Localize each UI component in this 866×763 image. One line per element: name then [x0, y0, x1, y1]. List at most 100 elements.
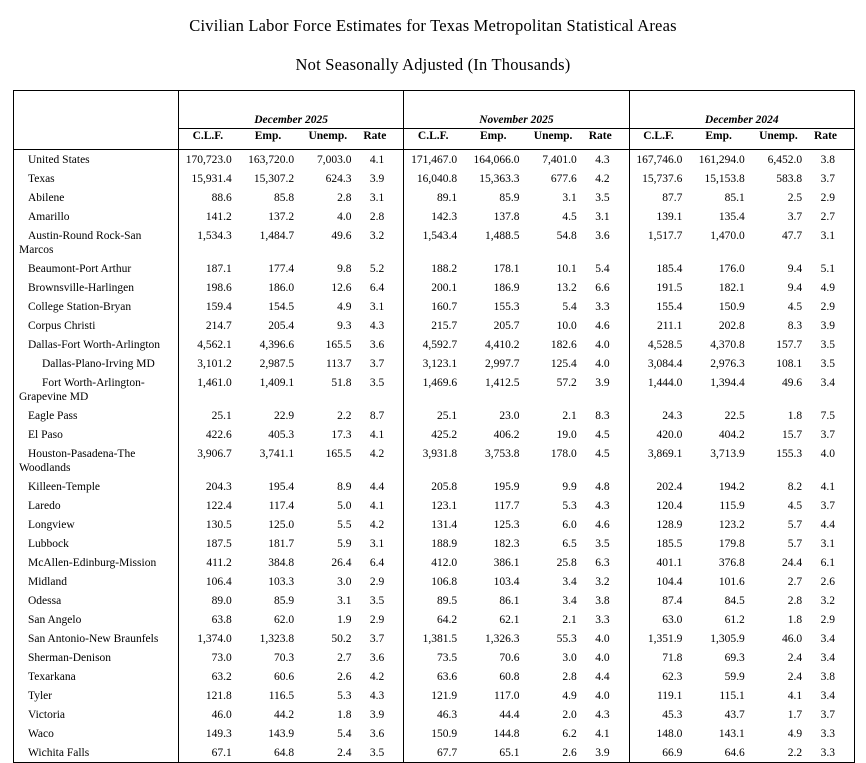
header-row-months: December 2025 November 2025 December 202…: [13, 90, 855, 150]
clf-cell: 46.0: [177, 705, 237, 724]
rate-cell: 6.3: [595, 556, 610, 569]
clf-cell: 1,351.9: [628, 629, 688, 648]
clf-cell: 131.4: [403, 515, 463, 534]
unemp-cell: 19.0: [556, 428, 577, 441]
unemp-cell: 2.8: [562, 670, 577, 683]
unemp-cell: 3.0: [562, 651, 577, 664]
emp-cell: 386.1: [493, 556, 520, 569]
unemp-cell: 113.7: [326, 357, 352, 370]
rate-cell: 3.9: [369, 172, 385, 185]
unemp-cell: 6.2: [562, 727, 577, 740]
emp-cell: 205.7: [493, 319, 520, 332]
emp-cell: 135.4: [718, 210, 745, 223]
unemp-cell: 10.1: [556, 262, 577, 275]
clf-cell: 106.8: [403, 572, 463, 591]
unemp-cell: 5.7: [787, 537, 803, 550]
unemp-cell: 624.3: [325, 172, 352, 185]
unemp-cell: 155.3: [776, 447, 803, 460]
rate-cell: 2.7: [820, 210, 835, 223]
unemp-cell: 4.9: [562, 689, 577, 702]
rate-cell: 5.2: [369, 262, 385, 275]
unemp-cell: 1.8: [787, 409, 803, 422]
clf-cell: 188.2: [403, 259, 463, 278]
clf-cell: 64.2: [403, 610, 463, 629]
clf-cell: 211.1: [628, 316, 688, 335]
rate-cell: 8.3: [595, 409, 610, 422]
rate-cell: 3.7: [369, 632, 385, 645]
table-row: Eagle Pass 25.1 22.9 2.2 8.7 25.1 23.0 2…: [14, 406, 855, 425]
emp-cell: 3,713.9: [710, 447, 745, 460]
area-name-cell: Wichita Falls: [28, 746, 90, 759]
emp-cell: 70.3: [274, 651, 295, 664]
clf-cell: 202.4: [628, 477, 688, 496]
rate-cell: 4.3: [595, 499, 610, 512]
clf-cell: 4,528.5: [628, 335, 688, 354]
clf-cell: 130.5: [177, 515, 237, 534]
clf-cell: 24.3: [628, 406, 688, 425]
emp-cell: 117.7: [494, 499, 520, 512]
clf-cell: 187.5: [177, 534, 237, 553]
rate-cell: 3.1: [595, 210, 610, 223]
unemp-cell: 6.0: [562, 518, 577, 531]
clf-cell: 148.0: [628, 724, 688, 743]
unemp-cell: 9.4: [787, 281, 803, 294]
emp-cell: 84.5: [724, 594, 745, 607]
unemp-cell: 677.6: [550, 172, 577, 185]
unemp-cell: 26.4: [331, 556, 352, 569]
rate-cell: 4.3: [595, 153, 610, 166]
area-name-cell: Odessa: [28, 594, 62, 607]
clf-cell: 425.2: [403, 425, 463, 444]
month-group-header-nov-2025: November 2025: [403, 90, 630, 129]
area-name-cell: Austin-Round Rock-San Marcos: [19, 229, 142, 256]
emp-cell: 117.4: [268, 499, 295, 512]
clf-cell: 411.2: [177, 553, 237, 572]
rate-cell: 4.4: [369, 480, 385, 493]
unemp-cell: 7,003.0: [316, 153, 352, 166]
unemp-cell: 57.2: [556, 376, 577, 389]
header-row-columns: C.L.F. Emp. Unemp. Rate C.L.F. Emp. Unem…: [14, 128, 855, 150]
rate-cell: 3.6: [369, 651, 385, 664]
area-name-cell: Longview: [28, 518, 75, 531]
rate-cell: 3.1: [369, 191, 385, 204]
rate-cell: 4.1: [820, 480, 835, 493]
emp-cell: 15,307.2: [253, 172, 295, 185]
column-header-emp: Emp.: [236, 128, 300, 150]
table-row: Texas 15,931.4 15,307.2 624.3 3.9 16,040…: [14, 169, 855, 188]
clf-cell: 46.3: [403, 705, 463, 724]
emp-cell: 1,470.0: [710, 229, 745, 242]
area-name-cell: College Station-Bryan: [28, 300, 132, 313]
rate-cell: 3.4: [820, 689, 835, 702]
unemp-cell: 8.3: [787, 319, 803, 332]
clf-cell: 1,534.3: [177, 226, 237, 259]
unemp-cell: 157.7: [776, 338, 803, 351]
rate-cell: 6.4: [369, 556, 385, 569]
emp-cell: 143.9: [268, 727, 295, 740]
emp-cell: 115.9: [719, 499, 745, 512]
clf-cell: 121.8: [177, 686, 237, 705]
clf-cell: 67.7: [403, 743, 463, 763]
clf-cell: 171,467.0: [403, 149, 463, 169]
rate-cell: 3.6: [369, 727, 385, 740]
rate-cell: 2.9: [820, 300, 835, 313]
emp-cell: 44.4: [499, 708, 520, 721]
unemp-cell: 2.6: [337, 670, 352, 683]
table-row: Abilene 88.6 85.8 2.8 3.1 89.1 85.9 3.1 …: [14, 188, 855, 207]
unemp-cell: 9.9: [562, 480, 577, 493]
emp-cell: 115.1: [719, 689, 745, 702]
emp-cell: 3,753.8: [484, 447, 520, 460]
unemp-cell: 4.5: [562, 210, 577, 223]
unemp-cell: 6,452.0: [767, 153, 803, 166]
emp-cell: 2,976.3: [710, 357, 745, 370]
emp-cell: 178.1: [493, 262, 520, 275]
column-header-rate: Rate: [581, 128, 630, 150]
emp-cell: 85.8: [274, 191, 295, 204]
emp-cell: 205.4: [268, 319, 295, 332]
unemp-cell: 1.8: [337, 708, 352, 721]
emp-cell: 181.7: [268, 537, 295, 550]
clf-cell: 1,444.0: [628, 373, 688, 406]
rate-cell: 4.0: [595, 632, 610, 645]
column-header-clf: C.L.F.: [403, 128, 463, 150]
clf-cell: 66.9: [628, 743, 688, 763]
unemp-cell: 15.7: [781, 428, 803, 441]
